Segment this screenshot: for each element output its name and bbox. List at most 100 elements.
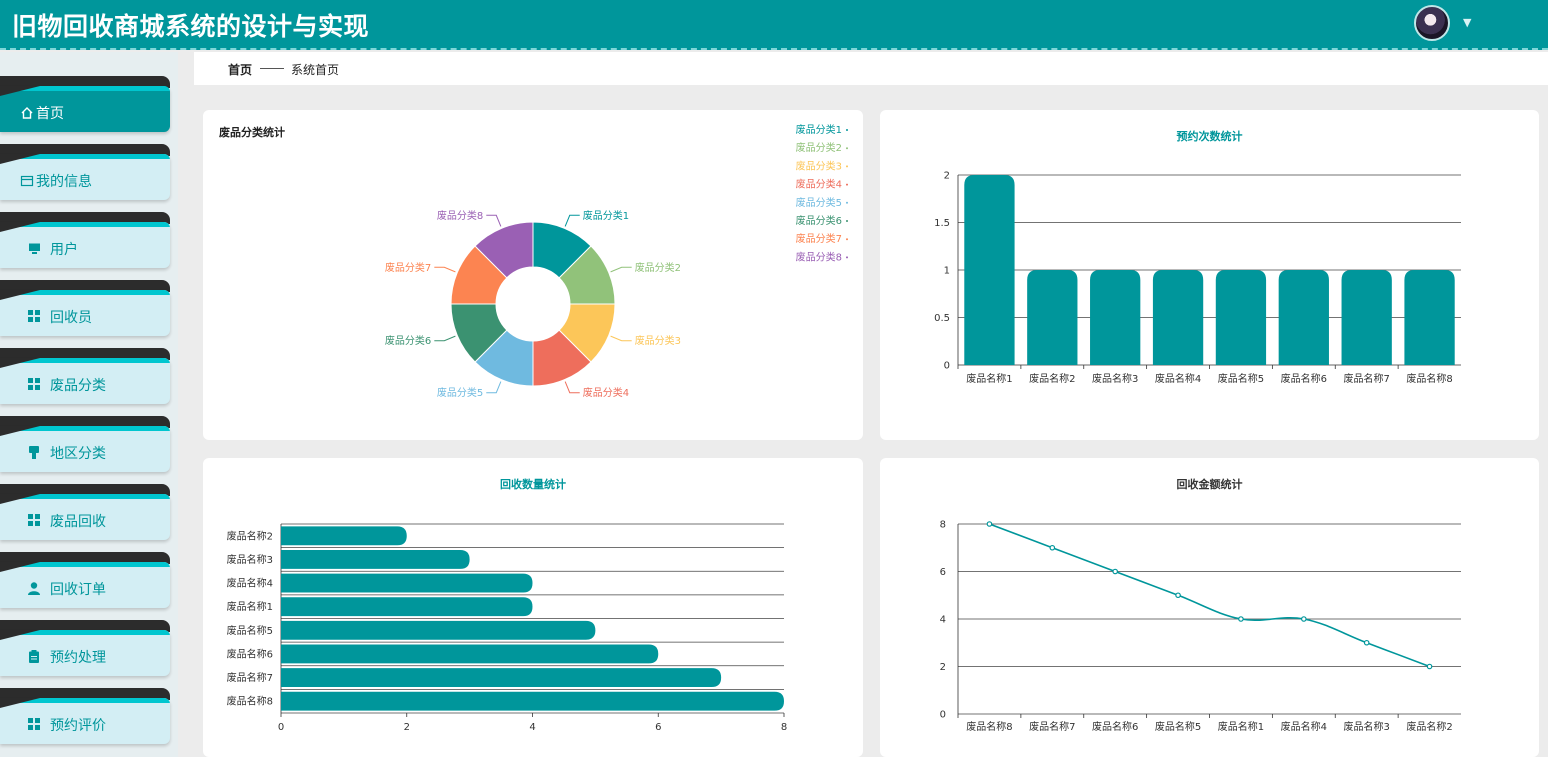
legend-marker xyxy=(846,256,848,259)
sidebar: 首页 我的信息 用户 回收员 废品分类 地区分类 xyxy=(0,52,178,757)
grid-icon xyxy=(28,378,40,390)
line-chart: 0 2 4 6 8 废品名称8 废品名称7 废品名称6 废品名称5 废品名称1 废品名称4 废品名称3… xyxy=(940,520,1461,733)
y-tick-label: 0 xyxy=(944,361,950,372)
bar-chart: 0 0.5 1 1.5 2 废品名称1 废品名称2 废品名称3 废品名称4 废品名称5 废品名称6 废… xyxy=(934,171,1461,385)
booking-count-chart-card: 预约次数统计 0 0.5 1 1.5 2 废品名称1 废品名称2 废品名称3 废品名称4 废品名称… xyxy=(880,110,1539,440)
pin-icon xyxy=(28,446,40,459)
x-tick-label: 废品名称4 xyxy=(1155,372,1201,385)
breadcrumb-current: 系统首页 xyxy=(291,63,340,77)
bar xyxy=(281,644,659,664)
line-point xyxy=(1363,639,1370,646)
pie-slice-label: 废品分类4 xyxy=(583,386,629,399)
caret-down-icon[interactable]: ▼ xyxy=(1463,16,1472,29)
user-avatar-icon[interactable] xyxy=(1414,5,1450,41)
legend-entry: 废品分类2 xyxy=(796,141,842,154)
y-tick-label: 废品名称8 xyxy=(227,695,273,708)
y-tick-label: 1.5 xyxy=(934,218,950,229)
sidebar-item-waste-category[interactable]: 废品分类 xyxy=(0,348,170,404)
chart-title: 废品分类统计 xyxy=(219,126,285,139)
sidebar-item-region-category[interactable]: 地区分类 xyxy=(0,416,170,472)
legend-marker xyxy=(846,220,848,222)
x-tick-label: 废品名称1 xyxy=(1218,720,1264,733)
waste-category-chart-card: 废品分类统计 废品分类1 废品分类2 废品分类3 废品分类4 废品分类5 废品分类6 废品分… xyxy=(203,110,863,440)
x-tick-label: 废品名称4 xyxy=(1281,720,1327,733)
app-title: 旧物回收商城系统的设计与实现 xyxy=(12,12,370,41)
x-tick-label: 废品名称7 xyxy=(1344,372,1390,385)
x-tick-label: 废品名称1 xyxy=(966,372,1012,385)
legend-entry: 废品分类7 xyxy=(796,232,842,245)
pie-slice-label: 废品分类8 xyxy=(437,209,483,222)
y-tick-label: 废品名称7 xyxy=(227,671,273,684)
breadcrumb: 首页 系统首页 xyxy=(194,52,1548,85)
x-tick-label: 废品名称3 xyxy=(1092,372,1138,385)
breadcrumb-home[interactable]: 首页 xyxy=(228,63,253,77)
bar xyxy=(1152,270,1204,365)
y-tick-label: 8 xyxy=(940,520,946,531)
legend-marker xyxy=(846,201,848,204)
pie-leader-line xyxy=(610,266,632,273)
pie-slice-label: 废品分类5 xyxy=(437,386,483,399)
y-tick-label: 废品名称1 xyxy=(227,600,273,613)
sidebar-item-label: 回收订单 xyxy=(50,582,106,598)
x-tick-label: 废品名称5 xyxy=(1155,720,1201,733)
pie-leader-line xyxy=(434,266,456,273)
sidebar-item-label: 回收员 xyxy=(50,310,92,326)
pie-slice-label: 废品分类1 xyxy=(583,209,629,222)
y-tick-label: 0 xyxy=(940,710,946,721)
x-tick-label: 2 xyxy=(404,722,410,733)
legend-entry: 废品分类6 xyxy=(796,214,842,227)
x-tick-label: 废品名称8 xyxy=(966,720,1012,733)
x-tick-label: 废品名称8 xyxy=(1406,372,1452,385)
y-tick-label: 2 xyxy=(944,171,950,182)
bar xyxy=(281,549,470,569)
bar xyxy=(1090,270,1141,365)
pie-leader-line xyxy=(486,381,502,394)
y-tick-label: 0.5 xyxy=(934,313,950,324)
legend-entry: 废品分类8 xyxy=(796,250,842,263)
x-tick-label: 废品名称3 xyxy=(1344,720,1390,733)
line-point xyxy=(1049,544,1056,551)
recycle-quantity-chart-card: 回收数量统计 废品名称2 废品名称3 废品名称4 废品名称1 废品名称5 废品名称6 废品名… xyxy=(203,458,863,757)
line-point xyxy=(1301,616,1307,622)
x-tick-label: 6 xyxy=(655,722,661,733)
sidebar-item-recyclers[interactable]: 回收员 xyxy=(0,280,170,336)
bar xyxy=(1027,270,1078,365)
clipboard-icon xyxy=(28,650,40,663)
sidebar-item-waste-recycling[interactable]: 废品回收 xyxy=(0,484,170,540)
line-point xyxy=(1112,568,1118,575)
monitor-icon xyxy=(28,242,40,254)
sidebar-item-label: 废品分类 xyxy=(50,378,106,394)
line-series xyxy=(989,523,1430,668)
x-tick-label: 0 xyxy=(278,722,284,733)
breadcrumb-separator xyxy=(260,68,284,69)
sidebar-item-label: 预约处理 xyxy=(50,650,106,666)
y-tick-label: 废品名称2 xyxy=(227,529,273,542)
sidebar-item-booking-processing[interactable]: 预约处理 xyxy=(0,620,170,676)
sidebar-item-my-info[interactable]: 我的信息 xyxy=(0,144,170,200)
chart-title: 回收金额统计 xyxy=(1176,478,1243,491)
x-tick-label: 4 xyxy=(529,722,535,733)
chart-title: 回收数量统计 xyxy=(500,478,566,491)
x-tick-label: 废品名称5 xyxy=(1218,372,1264,385)
x-tick-label: 废品名称7 xyxy=(1029,720,1075,733)
recycle-amount-chart-card: 回收金额统计 0 2 4 6 8 废品名称8 废品名称7 废品名称6 废品名称5 废品名称1 废品名… xyxy=(880,458,1539,757)
sidebar-item-users[interactable]: 用户 xyxy=(0,212,170,268)
pie-slice-label: 废品分类6 xyxy=(385,334,431,347)
legend-marker xyxy=(846,129,848,131)
x-tick-label: 废品名称6 xyxy=(1281,372,1327,385)
sidebar-item-recycling-orders[interactable]: 回收订单 xyxy=(0,552,170,608)
sidebar-item-label: 废品回收 xyxy=(50,514,106,530)
home-icon xyxy=(20,106,33,119)
sidebar-item-label: 地区分类 xyxy=(50,446,106,462)
pie-leader-line xyxy=(610,335,632,342)
top-header: 旧物回收商城系统的设计与实现 ▼ xyxy=(0,0,1548,50)
chart-title: 预约次数统计 xyxy=(1176,130,1243,143)
sidebar-item-home[interactable]: 首页 xyxy=(0,76,170,132)
pie-slice-label: 废品分类7 xyxy=(385,261,431,274)
bar xyxy=(281,526,407,546)
bar xyxy=(964,175,1015,365)
bar xyxy=(281,573,533,593)
pie-leader-line xyxy=(434,335,456,342)
sidebar-item-booking-reviews[interactable]: 预约评价 xyxy=(0,688,170,744)
grid-icon xyxy=(28,310,40,322)
